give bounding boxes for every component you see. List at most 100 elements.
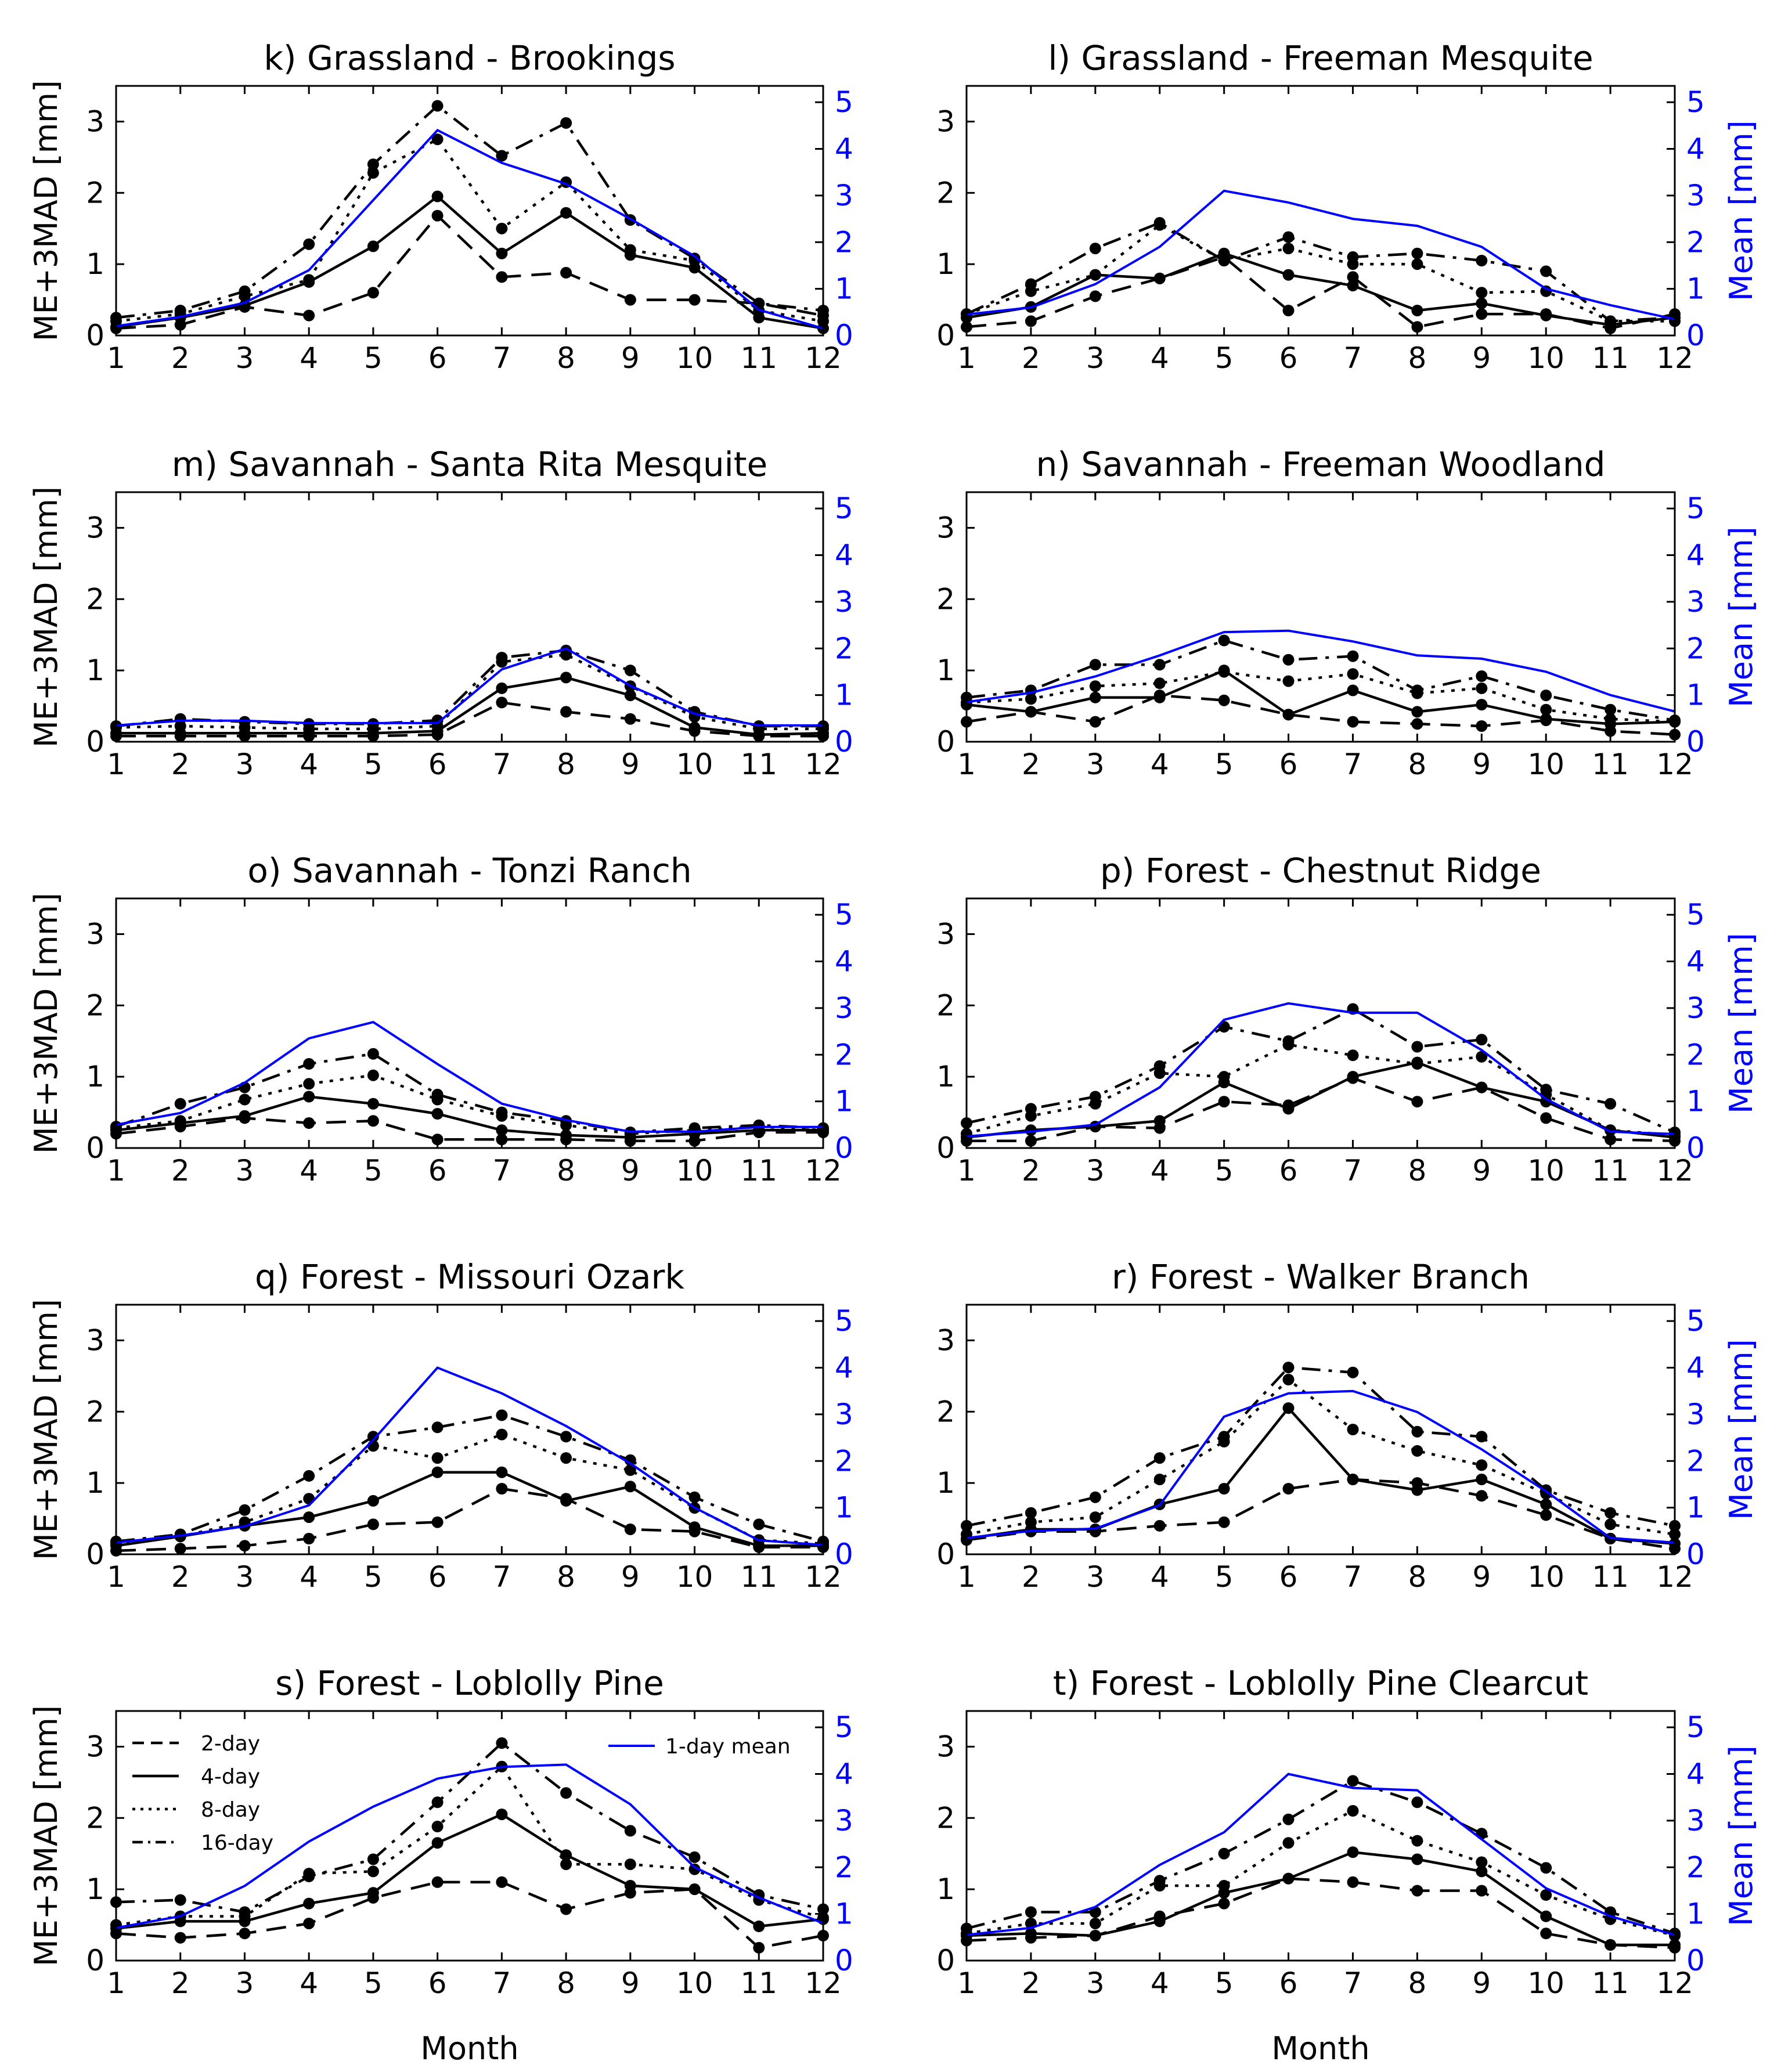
x-tick-label: 10 bbox=[676, 1154, 713, 1187]
y-tick-label-left: 1 bbox=[86, 1466, 104, 1500]
data-point bbox=[303, 1511, 315, 1523]
x-tick-label: 7 bbox=[1344, 1154, 1362, 1187]
data-point bbox=[1411, 1885, 1423, 1897]
y-tick-label-right: 5 bbox=[1686, 492, 1705, 525]
data-point bbox=[1347, 280, 1359, 291]
x-tick-label: 11 bbox=[1592, 1966, 1629, 2000]
data-point bbox=[1090, 692, 1101, 703]
data-point bbox=[1411, 258, 1423, 270]
data-point bbox=[1283, 1035, 1295, 1047]
x-tick-label: 4 bbox=[300, 1560, 318, 1594]
data-point bbox=[432, 1821, 444, 1832]
x-tick-label: 5 bbox=[364, 1154, 383, 1187]
data-point bbox=[432, 1517, 444, 1528]
data-point bbox=[1025, 1507, 1037, 1519]
data-point bbox=[1476, 255, 1487, 266]
x-tick-label: 9 bbox=[621, 1154, 640, 1187]
data-point bbox=[625, 713, 636, 725]
x-tick-label: 2 bbox=[1022, 1154, 1040, 1187]
data-point bbox=[1154, 677, 1166, 689]
data-point bbox=[1540, 1499, 1552, 1510]
x-tick-label: 10 bbox=[676, 748, 713, 781]
data-point bbox=[1476, 1490, 1487, 1501]
x-tick-label: 1 bbox=[957, 748, 976, 781]
x-tick-label: 3 bbox=[1086, 748, 1105, 781]
data-point bbox=[1154, 1474, 1166, 1485]
x-tick-label: 1 bbox=[957, 1966, 976, 2000]
data-point bbox=[239, 1927, 251, 1939]
data-point bbox=[1411, 1854, 1423, 1865]
data-point bbox=[560, 1495, 572, 1507]
data-point bbox=[1540, 690, 1552, 701]
data-point bbox=[753, 1518, 765, 1530]
x-tick-label: 4 bbox=[300, 748, 318, 781]
data-point bbox=[1540, 265, 1552, 277]
data-point bbox=[1283, 1814, 1295, 1825]
data-point bbox=[1283, 269, 1295, 281]
y-tick-label-right: 3 bbox=[1686, 585, 1705, 619]
y-tick-label-left: 0 bbox=[86, 1131, 104, 1165]
data-point bbox=[1154, 1452, 1166, 1464]
y-tick-label-right: 4 bbox=[835, 1351, 853, 1385]
y-tick-label-right: 0 bbox=[1686, 1131, 1705, 1165]
data-point bbox=[560, 672, 572, 683]
data-point bbox=[496, 248, 507, 259]
x-tick-label: 3 bbox=[1086, 1154, 1105, 1187]
x-tick-label: 3 bbox=[1086, 1560, 1105, 1594]
y-tick-label-left: 2 bbox=[936, 582, 955, 616]
data-point bbox=[1218, 695, 1230, 706]
data-point bbox=[239, 1094, 251, 1106]
x-tick-label: 6 bbox=[428, 1966, 447, 2000]
data-point bbox=[1605, 1518, 1616, 1530]
data-point bbox=[1411, 1426, 1423, 1438]
y-tick-label-left: 1 bbox=[936, 1466, 955, 1500]
y-tick-label-right: 0 bbox=[835, 1944, 853, 1977]
x-tick-label: 10 bbox=[676, 1560, 713, 1594]
data-point bbox=[1154, 1915, 1166, 1927]
x-tick-label: 7 bbox=[1344, 748, 1362, 781]
data-point bbox=[175, 305, 186, 316]
x-tick-label: 8 bbox=[1408, 1966, 1426, 2000]
y-tick-label-right: 1 bbox=[835, 272, 853, 306]
legend-label: 8-day bbox=[201, 1798, 260, 1822]
data-point bbox=[1283, 676, 1295, 687]
y-tick-label-right: 1 bbox=[835, 1897, 853, 1931]
y-tick-label-left: 3 bbox=[86, 917, 104, 951]
data-point bbox=[1090, 680, 1101, 692]
data-point bbox=[432, 210, 444, 222]
data-point bbox=[560, 706, 572, 717]
data-point bbox=[239, 1110, 251, 1122]
data-point bbox=[496, 223, 507, 234]
data-point bbox=[753, 1921, 765, 1932]
x-tick-label: 11 bbox=[740, 341, 777, 375]
data-point bbox=[496, 1409, 507, 1421]
x-tick-label: 9 bbox=[1472, 1560, 1491, 1594]
data-point bbox=[1347, 1775, 1359, 1786]
data-point bbox=[689, 294, 701, 306]
data-point bbox=[1025, 315, 1037, 327]
y-tick-label-left: 2 bbox=[936, 988, 955, 1022]
data-point bbox=[1540, 1911, 1552, 1922]
data-point bbox=[560, 1452, 572, 1464]
x-tick-label: 9 bbox=[1472, 748, 1491, 781]
x-tick-label: 9 bbox=[621, 1966, 640, 2000]
data-point bbox=[1347, 1049, 1359, 1061]
x-tick-label: 4 bbox=[1151, 341, 1169, 375]
data-point bbox=[1540, 704, 1552, 716]
data-point bbox=[1605, 1939, 1616, 1951]
chart-figure: k) Grassland - Brookings1 2 3 4 5 6 7 8 9 10 11 120… bbox=[0, 0, 1781, 2072]
y-tick-label-right: 3 bbox=[835, 179, 853, 212]
y-tick-label-right: 4 bbox=[1686, 539, 1705, 572]
data-point bbox=[1347, 1367, 1359, 1378]
data-point bbox=[625, 1858, 636, 1870]
data-point bbox=[1218, 1848, 1230, 1860]
data-point bbox=[560, 1431, 572, 1442]
y-tick-label-right: 1 bbox=[835, 678, 853, 712]
x-tick-label: 10 bbox=[676, 341, 713, 375]
data-point bbox=[303, 1117, 315, 1129]
x-tick-label: 1 bbox=[107, 1966, 125, 2000]
x-tick-label: 3 bbox=[236, 1154, 254, 1187]
y-tick-label-right: 2 bbox=[1686, 1850, 1705, 1884]
y-tick-label-left: 0 bbox=[936, 1944, 955, 1977]
y-tick-label-right: 2 bbox=[835, 1038, 853, 1071]
